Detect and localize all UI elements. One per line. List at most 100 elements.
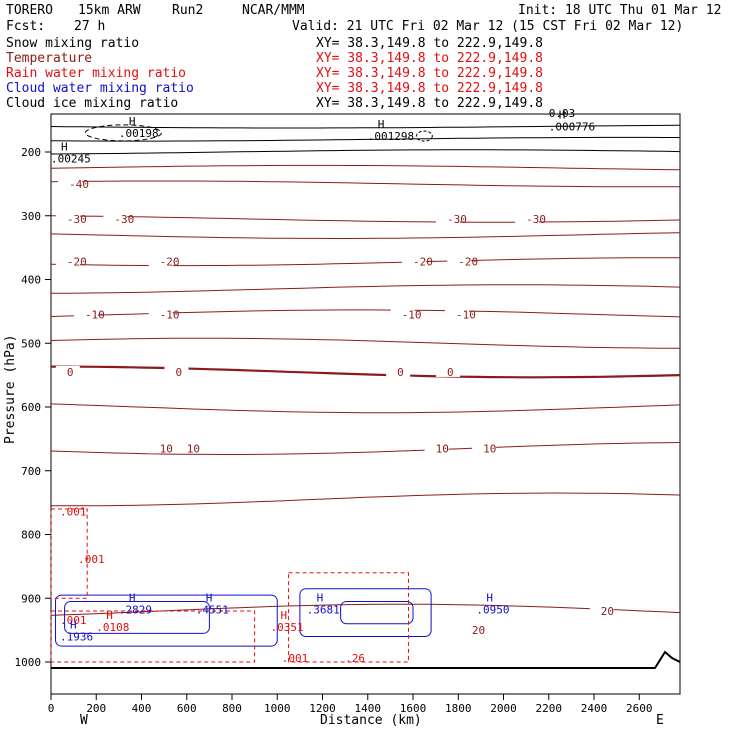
legend-xy: XY= 38.3,149.8 to 222.9,149.8 [316,36,543,51]
cloud-water-contours [55,588,432,647]
high-value: .000776 [549,121,595,134]
y-tick-label: 900 [21,592,41,605]
y-tick-label: 1000 [15,656,42,669]
legend: Snow mixing ratio XY= 38.3,149.8 to 222.9… [6,36,543,111]
label-bg [55,255,80,267]
high-value: .1936 [60,631,93,644]
x-tick-label: 2200 [536,702,563,715]
west-label: W [80,713,88,728]
x-tick-label: 2400 [581,702,608,715]
isotherm-label: -30 [526,213,546,226]
rain-contour [50,508,88,599]
legend-xy: XY= 38.3,149.8 to 222.9,149.8 [316,96,543,111]
label-bg [424,442,449,454]
isotherm-label: 0 [175,366,182,379]
high-value: .2829 [119,604,152,617]
cloud-contour [55,594,278,647]
rain-label: .26 [345,652,365,665]
legend-xy: XY= 38.3,149.8 to 222.9,149.8 [316,51,543,66]
ground-line [51,650,681,669]
rain-label: .001 [78,553,105,566]
isotherm-label: -30 [114,213,134,226]
isotherm-line [50,309,681,318]
high-marker: H [280,609,287,622]
isotherm-line [50,136,680,142]
x-tick-label: 1400 [355,702,382,715]
snow-ice-contours: 0.03 [84,107,575,142]
x-tick-label: 1000 [264,702,291,715]
isotherm-label: 0 [67,366,74,379]
label-bg [472,442,497,454]
cloud-contour [340,600,414,625]
isotherm-line [51,365,681,379]
isotherm-line [50,284,681,294]
temperature-isotherms [50,124,681,616]
header-fcst-hours: 27 h [74,19,105,34]
isotherm-line [50,603,681,616]
isotherm-label: 10 [436,442,449,455]
label-bg [445,308,470,320]
isotherm-line [50,164,681,171]
label-bg [435,212,460,224]
isotherm-line [50,149,681,155]
y-tick-label: 700 [21,465,41,478]
label-bg [386,365,411,377]
isotherm-label: 10 [483,442,496,455]
label-bg [589,605,614,616]
isotherm-label: -20 [458,256,478,269]
header-valid: Valid: 21 UTC Fri 02 Mar 12 (15 CST Fri … [292,19,683,34]
isotherm-line [50,232,681,239]
x-tick-label: 1200 [309,702,336,715]
high-marker: H [559,109,566,122]
rain-contour [50,610,256,663]
y-tick-label: 800 [21,529,41,542]
label-bg [58,177,83,189]
isotherm-label: -10 [85,309,105,322]
isotherm-label: -30 [447,213,467,226]
high-marker: H [106,609,113,622]
high-marker: H [486,592,493,605]
x-tick-label: 2000 [490,702,517,715]
isotherm-label: 20 [601,605,614,618]
y-tick-label: 500 [21,337,41,350]
rain-contour [288,572,409,663]
isotherm-line [50,257,680,267]
isotherm-label: 10 [187,442,200,455]
label-bg [148,442,173,454]
maxima-labels: H.00198H.001298H.00245H.000776H.2829H.45… [51,109,595,644]
isotherm-line [50,403,681,414]
header-resolution: 15km ARW [78,3,141,18]
label-bg [402,255,427,267]
high-value: .00245 [51,152,91,165]
high-value: .4551 [196,604,229,617]
y-axis-label: Pressure (hPa) [3,334,18,444]
snow-contour [84,124,162,142]
high-value: .001298 [368,130,414,143]
high-value: .0351 [270,621,303,634]
x-tick-label: 1600 [400,702,427,715]
label-bg [390,308,415,320]
isotherm-line [51,492,681,507]
label-bg [148,255,173,267]
isotherm-label: 20 [472,624,485,637]
label-bg [175,442,200,454]
rain-water-contours: .001 .001 .001 .001 .26 [50,505,409,665]
label-bg [73,308,98,320]
legend-name: Rain water mixing ratio [6,66,186,81]
x-tick-label: 600 [177,702,197,715]
x-axis-label: Distance (km) [320,713,422,728]
isotherm-line [50,180,681,188]
ice-contour [415,130,433,142]
legend-name: Snow mixing ratio [6,36,139,51]
label-bg [164,365,189,377]
x-tick-label: 1800 [445,702,472,715]
isotherm-label: -10 [402,309,422,322]
high-marker: H [61,140,68,153]
y-tick-label: 600 [21,401,41,414]
isotherm-label: -20 [413,256,433,269]
isotherm-label: -20 [67,256,87,269]
high-value: .3681 [307,604,340,617]
cloud-contour [299,588,432,637]
isotherm-line [50,337,680,349]
label-bg [447,255,472,267]
